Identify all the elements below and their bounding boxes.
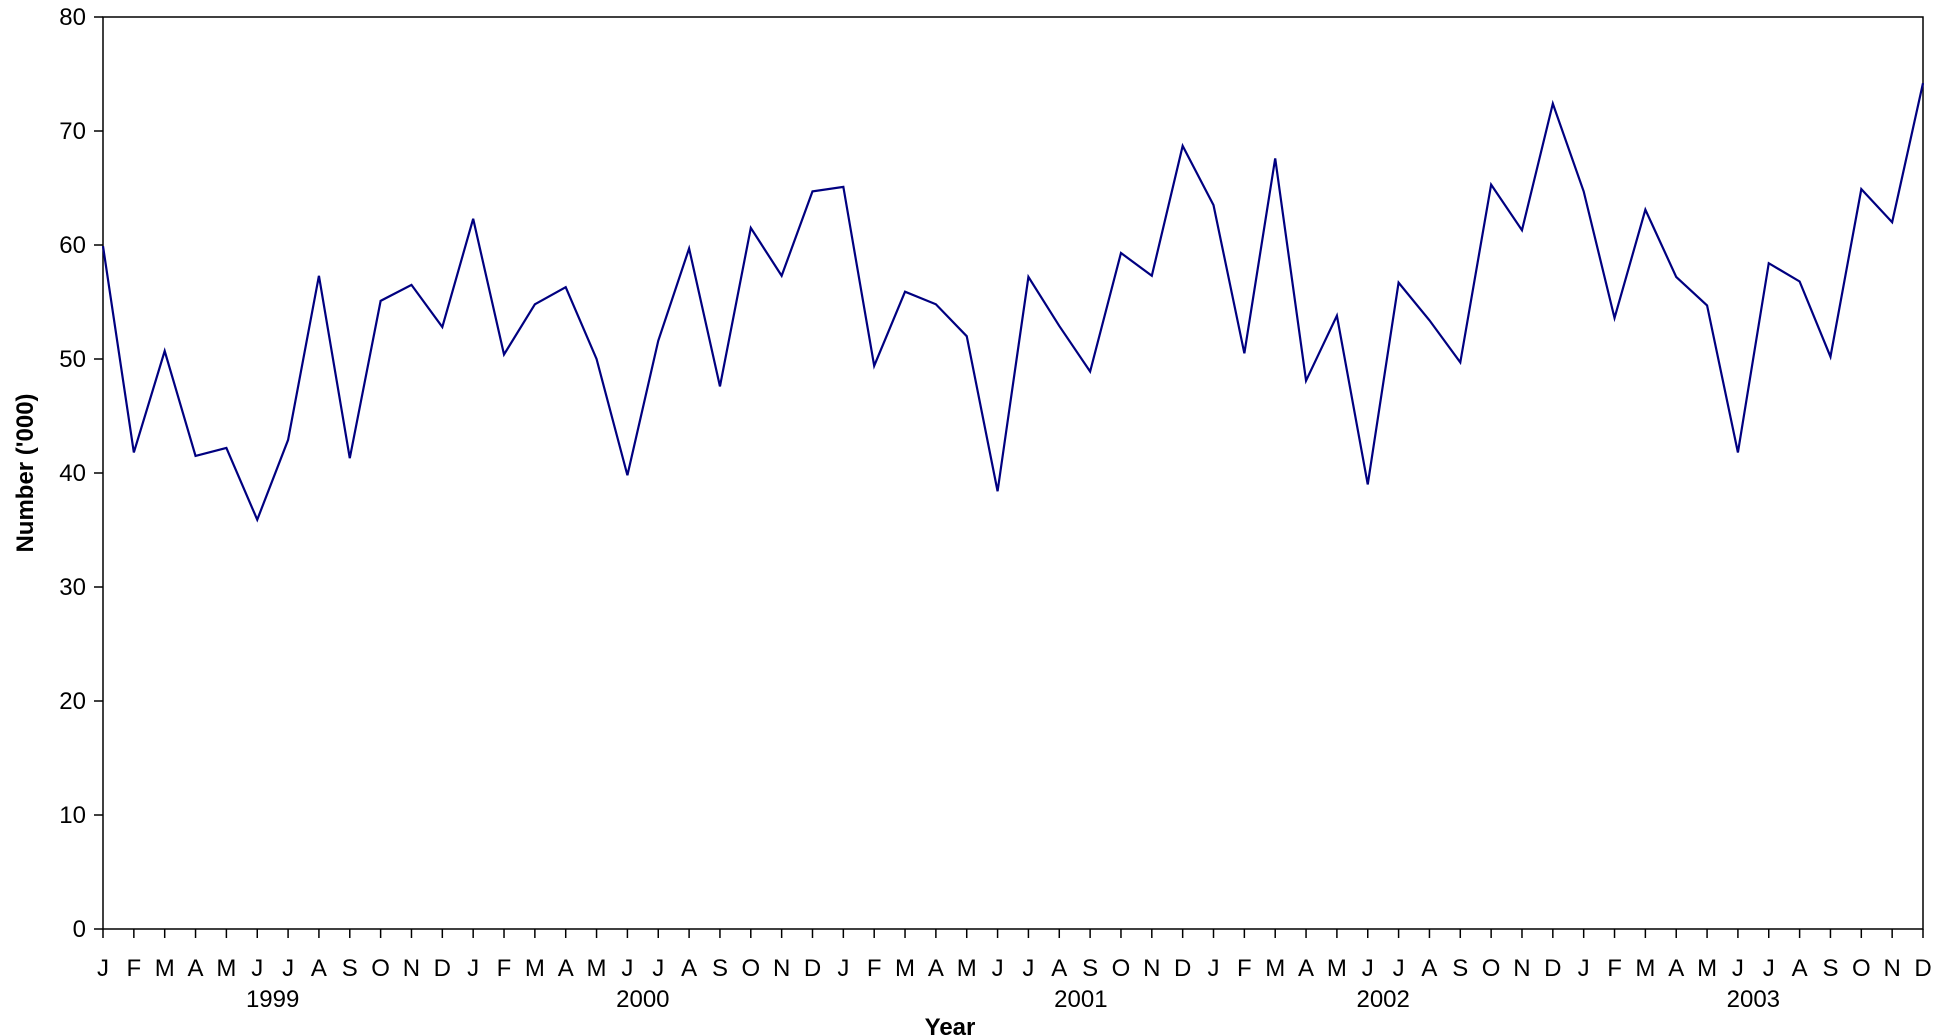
x-month-label: S (1082, 955, 1098, 982)
x-month-label: A (188, 955, 204, 982)
x-month-label: J (1208, 955, 1220, 982)
x-month-label: M (1635, 955, 1655, 982)
series-line (101, 82, 1925, 523)
x-month-label: O (1482, 955, 1501, 982)
x-month-label: M (895, 955, 915, 982)
x-month-label: N (403, 955, 420, 982)
y-tick-label: 60 (59, 232, 86, 259)
x-month-label: S (1452, 955, 1468, 982)
x-year-label: 2001 (1054, 986, 1107, 1013)
x-month-label: J (251, 955, 263, 982)
x-year-label: 2003 (1727, 986, 1780, 1013)
x-axis-title: Year (925, 1014, 976, 1036)
y-tick-label: 50 (59, 346, 86, 373)
series-layer (101, 82, 1925, 523)
x-month-label: J (1578, 955, 1590, 982)
x-month-label: J (97, 955, 109, 982)
x-month-label: D (1544, 955, 1561, 982)
x-month-label: S (342, 955, 358, 982)
x-year-label: 1999 (246, 986, 299, 1013)
x-month-label: N (773, 955, 790, 982)
x-month-label: O (741, 955, 760, 982)
x-month-label: A (1668, 955, 1684, 982)
x-month-label: N (1883, 955, 1900, 982)
x-month-label: J (1393, 955, 1405, 982)
x-month-label: M (525, 955, 545, 982)
x-month-label: F (127, 955, 142, 982)
x-month-label: M (216, 955, 236, 982)
x-month-label: F (1237, 955, 1252, 982)
x-month-label: O (1112, 955, 1131, 982)
x-month-label: A (1421, 955, 1437, 982)
x-month-label: J (837, 955, 849, 982)
x-month-label: D (804, 955, 821, 982)
x-month-label: F (497, 955, 512, 982)
y-tick-label: 10 (59, 802, 86, 829)
y-tick-label: 40 (59, 460, 86, 487)
x-month-label: J (282, 955, 294, 982)
y-tick-label: 80 (59, 4, 86, 31)
x-month-label: J (992, 955, 1004, 982)
y-tick-label: 20 (59, 688, 86, 715)
x-month-label: A (311, 955, 327, 982)
x-month-label: D (434, 955, 451, 982)
x-month-label: J (652, 955, 664, 982)
x-month-label: D (1914, 955, 1931, 982)
x-month-label: A (681, 955, 697, 982)
x-month-label: S (1822, 955, 1838, 982)
y-axis-title: Number ('000) (12, 393, 39, 552)
x-month-label: A (1792, 955, 1808, 982)
y-axis: 0 10 20 30 40 50 60 70 80 (59, 4, 103, 943)
y-tick-label: 70 (59, 118, 86, 145)
x-month-label: M (1265, 955, 1285, 982)
x-month-label: S (712, 955, 728, 982)
x-month-label: A (1298, 955, 1314, 982)
x-month-label: M (587, 955, 607, 982)
y-tick-label: 0 (73, 916, 86, 943)
x-month-label: O (371, 955, 390, 982)
x-month-label: F (1607, 955, 1622, 982)
x-month-label: M (957, 955, 977, 982)
x-month-label: J (1732, 955, 1744, 982)
x-month-label: O (1852, 955, 1871, 982)
x-year-label: 2000 (616, 986, 669, 1013)
x-month-label: N (1143, 955, 1160, 982)
x-month-label: J (467, 955, 479, 982)
x-month-label: A (1051, 955, 1067, 982)
x-month-label: A (928, 955, 944, 982)
x-month-label: N (1513, 955, 1530, 982)
x-year-label: 2002 (1356, 986, 1409, 1013)
x-month-label: J (1763, 955, 1775, 982)
x-month-label: A (558, 955, 574, 982)
x-month-label: D (1174, 955, 1191, 982)
x-month-label: J (621, 955, 633, 982)
plot-area (102, 16, 1924, 930)
x-month-label: M (1327, 955, 1347, 982)
x-month-label: J (1022, 955, 1034, 982)
x-month-label: M (155, 955, 175, 982)
y-tick-label: 30 (59, 574, 86, 601)
x-month-label: M (1697, 955, 1717, 982)
x-month-label: F (867, 955, 882, 982)
x-month-label: J (1362, 955, 1374, 982)
